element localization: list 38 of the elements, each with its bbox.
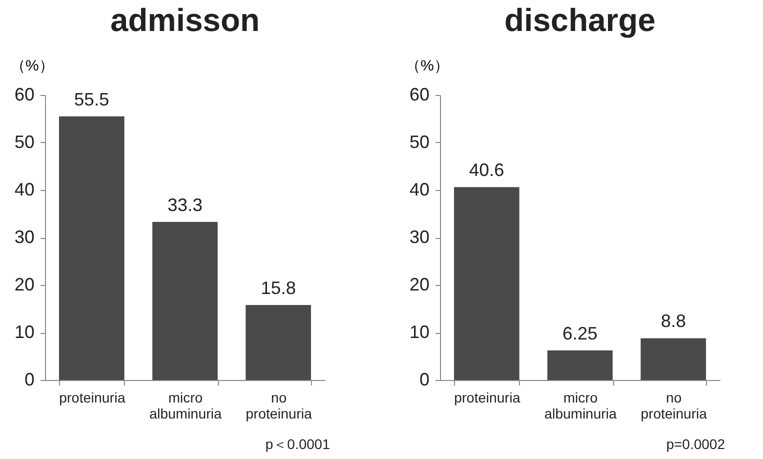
y-tick-label: 50 — [409, 132, 430, 152]
bar — [640, 338, 706, 380]
data-label: 55.5 — [74, 89, 110, 110]
y-tick-label: 50 — [14, 132, 34, 152]
data-label: 15.8 — [260, 278, 296, 298]
data-label: 33.3 — [167, 194, 203, 215]
x-tick-label: micro albuminuria — [544, 390, 617, 422]
x-tick-label: proteinuria — [59, 390, 126, 406]
y-tick-label: 30 — [409, 227, 430, 247]
y-tick-label: 0 — [419, 370, 430, 390]
data-label: 6.25 — [562, 323, 598, 344]
bar — [454, 187, 520, 380]
y-tick-label: 60 — [409, 84, 430, 104]
y-tick-label: 40 — [14, 180, 34, 200]
y-tick-label: 0 — [24, 370, 34, 390]
chart-title: admisson — [110, 2, 260, 38]
bar — [547, 350, 613, 380]
text: p＜0.0001 — [265, 436, 330, 452]
bar — [152, 222, 218, 380]
y-axis-title: （%） — [10, 58, 54, 74]
y-tick-label: 30 — [14, 227, 34, 247]
y-tick-label: 20 — [14, 274, 34, 294]
chart-title: discharge — [504, 2, 656, 38]
bar — [246, 304, 311, 380]
y-axis-title: （%） — [406, 58, 449, 74]
y-tick-label: 60 — [14, 84, 34, 104]
y-tick-label: 10 — [14, 322, 34, 342]
bar — [59, 116, 124, 380]
text: p=0.0002 — [666, 436, 726, 452]
x-tick-label: no proteinuria — [246, 390, 312, 422]
x-tick-label: no proteinuria — [640, 390, 708, 422]
data-label: 40.6 — [469, 160, 504, 180]
x-tick-label: proteinuria — [454, 390, 520, 406]
y-tick-label: 20 — [409, 274, 430, 294]
y-tick-label: 40 — [409, 180, 430, 200]
x-tick-label: micro albuminuria — [149, 390, 222, 422]
y-tick-label: 10 — [409, 322, 430, 342]
data-label: 8.8 — [660, 311, 686, 332]
